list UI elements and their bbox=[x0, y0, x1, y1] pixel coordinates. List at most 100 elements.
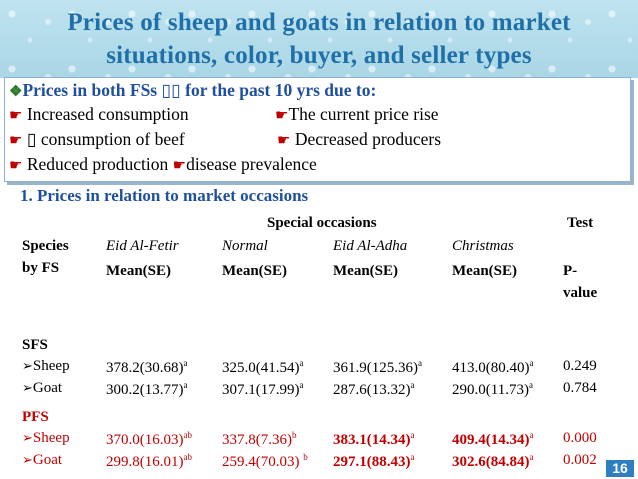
value-cell: 370.0(16.03)ab bbox=[106, 430, 192, 449]
title-line-1: Prices of sheep and goats in relation to… bbox=[67, 9, 571, 36]
occasion-header: Normal bbox=[222, 238, 268, 254]
pointing-hand-icon: ☛ bbox=[9, 108, 23, 124]
value-cell: 302.6(84.84)a bbox=[452, 452, 534, 471]
row-header-2: by FS bbox=[22, 260, 60, 276]
value-cell: 299.8(16.01)ab bbox=[106, 452, 192, 471]
species-text: Goat bbox=[32, 380, 63, 396]
pointing-hand-icon: ☛ bbox=[275, 108, 289, 124]
bullet-row-1b: ☛The current price rise bbox=[275, 104, 439, 125]
occasion-header: Eid Al-Fetir bbox=[106, 238, 179, 254]
pointing-hand-icon: ☛ bbox=[9, 158, 23, 174]
p-value: 0.002 bbox=[563, 452, 597, 468]
value-cell: 259.4(70.03) b bbox=[222, 452, 308, 471]
bullet-heading: ❖Prices in both FSs ▯▯ for the past 10 y… bbox=[9, 80, 376, 101]
bullet-box: ❖Prices in both FSs ▯▯ for the past 10 y… bbox=[4, 77, 631, 182]
species-label: ➢Goat bbox=[22, 380, 62, 397]
p-value: 0.249 bbox=[563, 358, 597, 374]
value-text: 302.6(84.84) bbox=[452, 454, 530, 470]
title-line-2: situations, color, buyer, and seller typ… bbox=[106, 42, 532, 69]
group-label-sfs: SFS bbox=[22, 337, 48, 353]
superscript: a bbox=[410, 430, 415, 440]
title-band bbox=[0, 0, 638, 78]
arrow-bullet-icon: ➢ bbox=[22, 358, 33, 373]
occasion-header: Christmas bbox=[452, 238, 514, 254]
arrow-bullet-icon: ➢ bbox=[22, 430, 33, 445]
bullet-row-1: ☛ Increased consumption bbox=[9, 104, 189, 125]
value-text: 370.0(16.03) bbox=[106, 432, 184, 448]
value-text: 299.8(16.01) bbox=[106, 454, 184, 470]
value-cell: 413.0(80.40)a bbox=[452, 358, 534, 377]
superscript: a bbox=[529, 430, 534, 440]
value-text: 259.4(70.03) bbox=[222, 454, 304, 470]
bullet-r3a: Reduced production bbox=[26, 154, 169, 174]
value-cell: 409.4(14.34)a bbox=[452, 430, 534, 449]
mean-header: Mean(SE) bbox=[333, 263, 398, 279]
superscript: b bbox=[303, 452, 308, 462]
superscript: a bbox=[418, 358, 422, 368]
value-cell: 378.2(30.68)a bbox=[106, 358, 188, 377]
bullet-r1b: The current price rise bbox=[288, 104, 439, 124]
pointing-hand-icon: ☛ bbox=[9, 133, 23, 149]
arrow-bullet-icon: ➢ bbox=[22, 380, 33, 395]
value-cell: 325.0(41.54)a bbox=[222, 358, 304, 377]
occasion-header: Eid Al-Adha bbox=[333, 238, 408, 254]
species-text: Goat bbox=[32, 452, 63, 468]
pointing-hand-icon: ☛ bbox=[277, 133, 291, 149]
superscript: a bbox=[183, 380, 188, 390]
superscript: a bbox=[299, 380, 304, 390]
value-cell: 287.6(13.32)a bbox=[333, 380, 415, 399]
value-cell: 300.2(13.77)a bbox=[106, 380, 188, 399]
p-value: 0.000 bbox=[563, 430, 597, 446]
pointing-hand-icon: ☛ bbox=[172, 158, 187, 174]
row-header-1: Species bbox=[22, 238, 69, 254]
superscript: a bbox=[410, 452, 415, 462]
arrow-bullet-icon: ➢ bbox=[22, 452, 33, 467]
superscript: a bbox=[299, 358, 304, 368]
page-number: 16 bbox=[606, 460, 634, 477]
bullet-heading-text: Prices in both FSs ▯▯ for the past 10 yr… bbox=[22, 80, 377, 100]
superscript: b bbox=[292, 430, 297, 440]
species-text: Sheep bbox=[32, 358, 70, 374]
mean-header: Mean(SE) bbox=[452, 263, 517, 279]
bullet-row-2: ☛ ▯ consumption of beef bbox=[9, 129, 185, 150]
species-text: Sheep bbox=[32, 430, 70, 446]
slide-title: Prices of sheep and goats in relation to… bbox=[0, 6, 638, 72]
value-text: 378.2(30.68) bbox=[106, 360, 184, 376]
value-text: 361.9(125.36) bbox=[333, 360, 418, 376]
bullet-r2b: Decreased producers bbox=[294, 129, 442, 149]
value-cell: 307.1(17.99)a bbox=[222, 380, 304, 399]
superscript: a bbox=[183, 358, 188, 368]
species-label: ➢Goat bbox=[22, 452, 62, 469]
value-text: 325.0(41.54) bbox=[222, 360, 300, 376]
diamond-bullet-icon: ❖ bbox=[9, 84, 23, 100]
superscript: ab bbox=[183, 430, 193, 440]
p-header-1: P- bbox=[563, 263, 578, 279]
species-label: ➢Sheep bbox=[22, 358, 70, 375]
species-label: ➢Sheep bbox=[22, 430, 70, 447]
p-value: 0.784 bbox=[563, 380, 597, 396]
value-text: 409.4(14.34) bbox=[452, 432, 530, 448]
section-title: 1. Prices in relation to market occasion… bbox=[20, 186, 309, 205]
value-cell: 290.0(11.73)a bbox=[452, 380, 533, 399]
bullet-r3b: disease prevalence bbox=[186, 154, 317, 174]
group-label-pfs: PFS bbox=[22, 409, 49, 425]
bullet-r1a: Increased consumption bbox=[26, 104, 189, 124]
bullet-r2a: ▯ consumption of beef bbox=[26, 129, 185, 149]
superscript: a bbox=[410, 380, 415, 390]
mean-header: Mean(SE) bbox=[106, 263, 171, 279]
value-text: 383.1(14.34) bbox=[333, 432, 411, 448]
value-cell: 361.9(125.36)a bbox=[333, 358, 422, 377]
superscript: a bbox=[529, 358, 534, 368]
value-text: 297.1(88.43) bbox=[333, 454, 411, 470]
group-header: Special occasions bbox=[267, 215, 377, 231]
superscript: a bbox=[528, 380, 533, 390]
value-text: 290.0(11.73) bbox=[452, 382, 529, 398]
test-header: Test bbox=[567, 215, 594, 231]
value-text: 413.0(80.40) bbox=[452, 360, 530, 376]
value-cell: 297.1(88.43)a bbox=[333, 452, 415, 471]
bullet-row-3: ☛ Reduced production ☛disease prevalence bbox=[9, 154, 317, 175]
p-header-2: value bbox=[563, 285, 598, 301]
value-cell: 383.1(14.34)a bbox=[333, 430, 415, 449]
superscript: a bbox=[529, 452, 534, 462]
value-text: 300.2(13.77) bbox=[106, 382, 184, 398]
